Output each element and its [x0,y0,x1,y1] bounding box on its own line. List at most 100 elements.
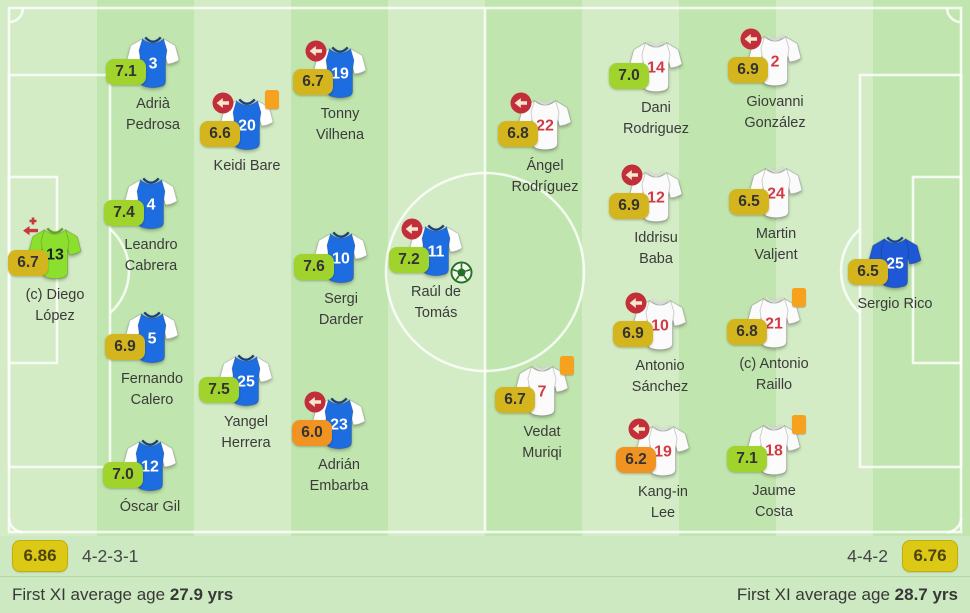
shirt-number: 5 [148,330,157,347]
player-rating: 6.7 [495,387,535,413]
player-name: Dani Rodriguez [622,100,690,137]
pitch: 13 6.7 (c) Diego López 3 7.1 Adrià Pedrosa 4 7.… [8,28,933,521]
player-name: Giovanni González [744,94,806,131]
player-shirt-icon: 11 [409,224,463,277]
player-name: Vedat Muriqi [522,424,562,461]
shirt-number: 12 [141,458,159,475]
player-name: Ángel Rodríguez [511,158,579,195]
player-rating: 6.0 [292,420,332,446]
player-name: Kang-in Lee [638,484,688,521]
player-rating: 6.9 [105,334,145,360]
sub-off-icon [305,40,327,62]
shirt-number: 24 [767,185,785,202]
player-shirt-icon: 2 [748,34,802,87]
player-shirt-icon: 5 [125,311,179,364]
player-shirt-icon: 21 [747,296,801,349]
player-name: Adrià Pedrosa [125,96,180,133]
away-formation: 4-4-2 [847,545,888,566]
player-rating: 6.7 [293,69,333,95]
sub-off-icon [625,292,647,314]
player-name: Óscar Gil [119,499,181,515]
yellow-card-icon [792,415,806,434]
sub-off-icon [212,92,234,114]
sub-off-icon [740,28,762,50]
shirt-number: 20 [238,117,256,134]
player-rating: 6.2 [616,447,656,473]
player-rating: 7.4 [104,200,144,226]
sub-off-icon [401,218,423,240]
player-name: Antonio Sánchez [631,358,689,395]
player-name: Adrián Embarba [309,457,369,494]
shirt-number: 23 [330,416,348,433]
player-name: Yangel Herrera [221,414,271,451]
sub-off-icon [510,92,532,114]
sub-off-icon [621,164,643,186]
player-rating: 7.5 [199,377,239,403]
player-shirt-icon: 25 [219,354,273,407]
injury-sub-icon [18,216,42,240]
player-rating: 6.8 [727,319,767,345]
player-shirt-icon: 25 [868,236,922,289]
shirt-number: 25 [886,255,904,272]
player-shirt-icon: 4 [124,177,178,230]
shirt-number: 21 [765,315,783,332]
player-shirt-icon: 14 [629,40,683,93]
footer: 6.86 4-2-3-1 4-4-2 6.76 First XI average… [0,536,970,613]
player-name: Raúl de Tomás [411,284,461,321]
yellow-card-icon [265,90,279,109]
sub-off-icon [628,418,650,440]
yellow-card-icon [792,288,806,307]
player-rating: 6.9 [613,321,653,347]
shirt-number: 22 [536,117,554,134]
player-rating: 7.6 [294,254,334,280]
player-name: (c) Antonio Raillo [739,356,809,393]
goal-icon [450,261,473,284]
home-average-age: First XI average age 27.9 yrs [12,584,234,604]
shirt-number: 13 [46,246,64,263]
player-rating: 6.9 [728,57,768,83]
player-name: Tonny Vilhena [315,106,365,143]
home-formation: 4-2-3-1 [82,545,139,566]
shirt-number: 2 [771,53,780,70]
player-shirt-icon: 22 [518,98,572,151]
shirt-number: 19 [654,443,672,460]
player-name: Sergio Rico [857,296,933,312]
shirt-number: 3 [149,55,158,72]
player-name: Martin Valjent [754,226,798,263]
player-shirt-icon: 19 [636,424,690,477]
player-name: Leandro Cabrera [124,237,178,274]
player-name: (c) Diego López [25,287,85,324]
shirt-number: 7 [538,383,547,400]
player-rating: 7.1 [106,59,146,85]
shirt-number: 18 [765,442,783,459]
average-age-row: First XI average age 27.9 yrs First XI a… [0,576,970,612]
shirt-number: 4 [147,196,156,213]
home-team-rating-badge: 6.86 [12,540,68,572]
player-name: Sergi Darder [318,291,364,328]
player-rating: 6.7 [8,250,48,276]
player-shirt-icon: 10 [314,231,368,284]
player-rating: 7.0 [103,462,143,488]
shirt-number: 25 [237,373,255,390]
yellow-card-icon [560,356,574,375]
player-shirt-icon: 23 [312,397,366,450]
player-name: Fernando Calero [120,371,184,408]
formation-row: 6.86 4-2-3-1 4-4-2 6.76 [0,536,970,576]
player-name: Jaume Costa [752,483,796,520]
away-team-rating-badge: 6.76 [902,540,958,572]
player-shirt-icon: 24 [749,166,803,219]
player-rating: 6.8 [498,121,538,147]
player-rating: 6.9 [609,193,649,219]
player-shirt-icon: 13 [28,227,82,280]
player-rating: 6.6 [200,121,240,147]
shirt-number: 10 [332,250,350,267]
player-rating: 6.5 [729,189,769,215]
shirt-number: 11 [428,243,445,260]
player-name: Iddrisu Baba [634,230,678,267]
shirt-number: 14 [647,59,665,76]
shirt-number: 12 [647,189,665,206]
player-name: Keidi Bare [213,158,281,174]
sub-off-icon [304,391,326,413]
player-rating: 7.0 [609,63,649,89]
